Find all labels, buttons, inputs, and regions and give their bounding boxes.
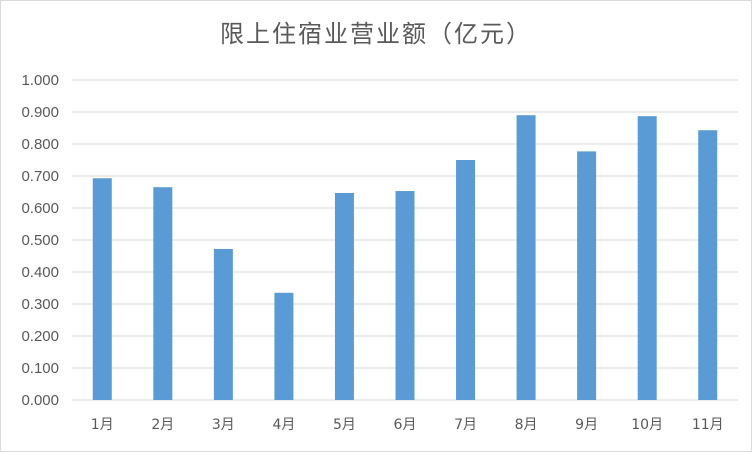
x-tick-label: 4月	[272, 417, 295, 433]
y-tick-label: 0.500	[21, 232, 59, 249]
x-tick-label: 5月	[333, 417, 356, 433]
bar	[516, 115, 536, 400]
x-tick-label: 2月	[151, 417, 174, 433]
y-tick-label: 0.700	[21, 168, 59, 185]
x-tick-label: 10月	[631, 417, 663, 433]
x-axis-ticks: 1月 2月 3月 4月 5月 6月 7月 8月 9月 10月 11月	[91, 417, 724, 433]
y-axis-ticks: 0.000 0.100 0.200 0.300 0.400 0.500 0.600 0.700…	[21, 72, 59, 409]
x-tick-label: 11月	[692, 417, 724, 433]
bar	[213, 248, 233, 400]
x-tick-label: 9月	[575, 417, 598, 433]
bar	[395, 191, 415, 400]
bar	[153, 187, 173, 400]
x-tick-label: 3月	[212, 417, 235, 433]
bar	[577, 151, 597, 400]
y-tick-label: 0.000	[21, 392, 59, 409]
y-tick-label: 0.400	[21, 264, 59, 281]
y-tick-label: 0.900	[21, 104, 59, 121]
y-tick-label: 0.100	[21, 360, 59, 377]
bar	[637, 116, 657, 400]
y-tick-label: 0.200	[21, 328, 59, 345]
y-tick-label: 0.800	[21, 136, 59, 153]
bar	[92, 178, 112, 400]
bar	[334, 192, 354, 400]
bar	[456, 160, 476, 400]
x-tick-label: 7月	[454, 417, 477, 433]
x-tick-label: 8月	[515, 417, 538, 433]
y-tick-label: 1.000	[21, 72, 59, 89]
bars	[92, 115, 718, 401]
bar	[274, 292, 294, 400]
y-tick-label: 0.600	[21, 200, 59, 217]
bar	[698, 130, 718, 401]
x-tick-label: 6月	[394, 417, 417, 433]
y-tick-label: 0.300	[21, 296, 59, 313]
x-tick-label: 1月	[91, 417, 114, 433]
chart-title: 限上住宿业营业额（亿元）	[220, 20, 532, 48]
